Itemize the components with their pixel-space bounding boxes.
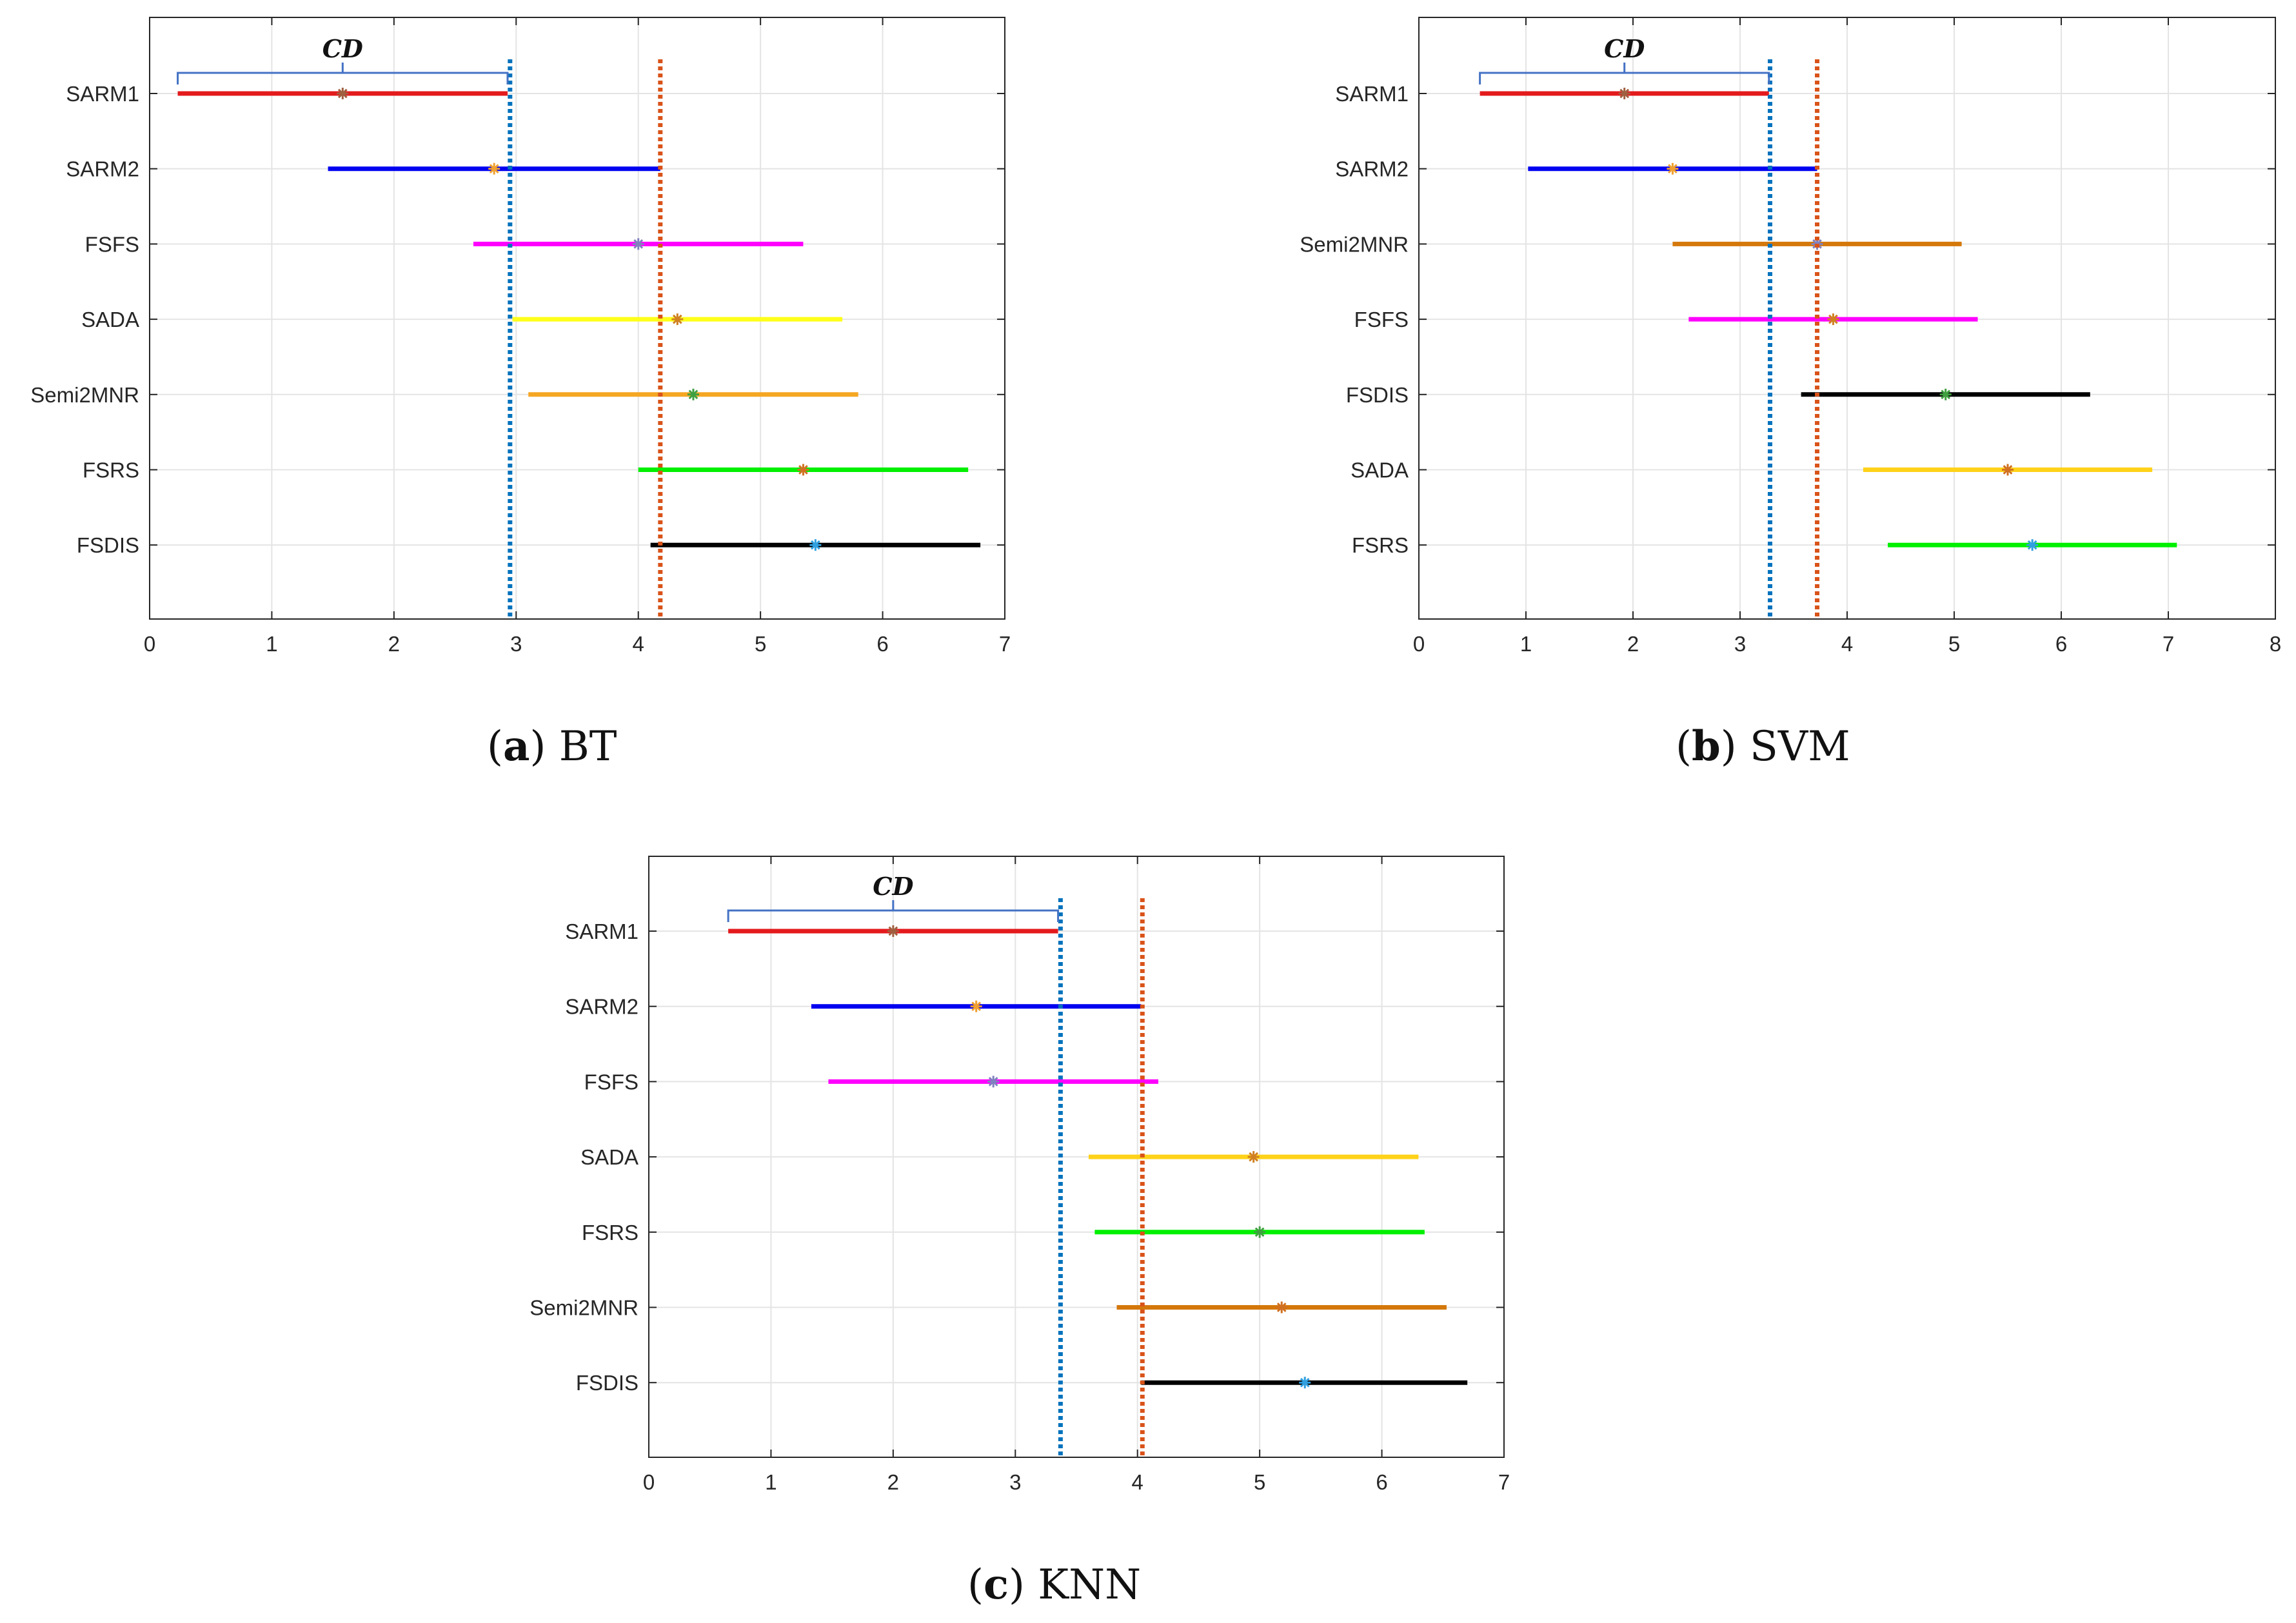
x-tick-label: 1 [266, 632, 277, 656]
caption-a: (a) BT [487, 722, 617, 771]
x-tick-label: 0 [1413, 632, 1425, 656]
y-label-fsrs: FSRS [1352, 533, 1409, 557]
caption-b: (b) SVM [1676, 722, 1850, 771]
y-label-fsrs: FSRS [582, 1221, 638, 1244]
mean-marker-fsdis [809, 539, 822, 551]
y-label-fsfs: FSFS [85, 232, 139, 256]
caption-c-text: KNN [1038, 1561, 1142, 1609]
y-label-fsfs: FSFS [1354, 308, 1409, 331]
chart-panel-c: 0 1 2 3 4 5 6 7 SARM1 SARM2 FSFS SADA FSRS Semi2MNR FS… [529, 856, 1510, 1494]
cd-bracket [1479, 63, 1770, 84]
y-label-semi2mnr: Semi2MNR [30, 383, 139, 407]
mean-marker-sada [2002, 464, 2014, 476]
caption-c-tag: c [983, 1560, 1009, 1609]
y-label-fsdis: FSDIS [1346, 383, 1409, 407]
x-tick-label: 3 [1009, 1470, 1021, 1494]
y-label-fsdis: FSDIS [77, 533, 139, 557]
mean-marker-fsfs [987, 1076, 1000, 1088]
mean-marker-fsdis [1939, 388, 1952, 400]
cd-label: CD [322, 34, 363, 63]
caption-a-tag: a [502, 722, 530, 771]
y-label-sarm2: SARM2 [66, 157, 139, 181]
x-tick-label: 5 [1254, 1470, 1265, 1494]
y-label-sarm2: SARM2 [1335, 157, 1409, 181]
chart-panel-a: 0 1 2 3 4 5 6 7 SARM1 SARM2 FSFS SADA Semi2MNR FSRS FS… [30, 17, 1011, 656]
x-tick-label: 1 [1520, 632, 1532, 656]
mean-marker-sarm2 [1667, 162, 1679, 175]
y-label-sada: SADA [580, 1145, 638, 1169]
mean-marker-semi2mnr [687, 388, 699, 400]
y-label-fsdis: FSDIS [576, 1371, 638, 1395]
mean-marker-semi2mnr [1276, 1301, 1288, 1313]
x-tick-label: 2 [887, 1470, 899, 1494]
y-label-sarm1: SARM1 [66, 82, 139, 106]
x-tick-label: 0 [144, 632, 155, 656]
mean-marker-fsrs [797, 464, 809, 476]
mean-marker-sarm2 [970, 1000, 982, 1012]
mean-marker-sada [671, 313, 684, 326]
cd-label: CD [873, 872, 913, 901]
x-tick-label: 2 [388, 632, 400, 656]
mean-marker-fsfs [632, 238, 644, 250]
caption-c: (c) KNN [967, 1560, 1142, 1609]
x-tick-label: 7 [999, 632, 1011, 656]
mean-marker-sarm1 [887, 925, 899, 937]
x-tick-label: 4 [1841, 632, 1853, 656]
axes-box [149, 17, 1005, 620]
x-tick-label: 4 [1132, 1470, 1143, 1494]
mean-marker-sarm1 [337, 88, 349, 99]
y-label-sarm2: SARM2 [565, 995, 638, 1019]
mean-marker-fsrs [1254, 1226, 1266, 1238]
x-tick-label: 7 [2162, 632, 2174, 656]
x-tick-label: 3 [510, 632, 522, 656]
x-tick-label: 5 [1948, 632, 1960, 656]
y-label-semi2mnr: Semi2MNR [529, 1296, 638, 1320]
y-label-sada: SADA [1351, 458, 1409, 482]
x-tick-label: 2 [1627, 632, 1639, 656]
cd-bracket [177, 63, 509, 84]
y-label-sada: SADA [81, 308, 139, 331]
mean-marker-fsdis [1299, 1377, 1311, 1389]
y-label-sarm1: SARM1 [1335, 82, 1409, 106]
y-label-fsfs: FSFS [584, 1070, 638, 1094]
mean-marker-sarm2 [488, 162, 500, 175]
x-tick-label: 0 [643, 1470, 655, 1494]
chart-panel-b: 0 1 2 3 4 5 6 7 8 SARM1 SARM2 Semi2MNR FSFS FSDIS SADA… [1300, 17, 2281, 656]
caption-b-tag: b [1691, 722, 1721, 771]
caption-a-text: BT [559, 723, 617, 771]
x-tick-label: 7 [1498, 1470, 1510, 1494]
mean-marker-sarm1 [1618, 88, 1630, 99]
mean-marker-sada [1247, 1151, 1260, 1163]
y-label-semi2mnr: Semi2MNR [1300, 232, 1409, 256]
x-tick-label: 6 [876, 632, 888, 656]
x-tick-label: 6 [2055, 632, 2067, 656]
caption-b-text: SVM [1750, 723, 1850, 771]
x-tick-label: 8 [2270, 632, 2281, 656]
cd-bracket [727, 900, 1060, 922]
y-label-fsrs: FSRS [83, 458, 139, 482]
x-tick-label: 6 [1376, 1470, 1387, 1494]
x-tick-label: 1 [765, 1470, 777, 1494]
mean-marker-fsfs [1827, 313, 1839, 326]
mean-marker-fsrs [2026, 539, 2039, 551]
x-tick-label: 3 [1734, 632, 1746, 656]
cd-label: CD [1604, 34, 1645, 63]
y-label-sarm1: SARM1 [565, 920, 638, 943]
x-tick-label: 4 [633, 632, 644, 656]
x-tick-label: 5 [755, 632, 766, 656]
